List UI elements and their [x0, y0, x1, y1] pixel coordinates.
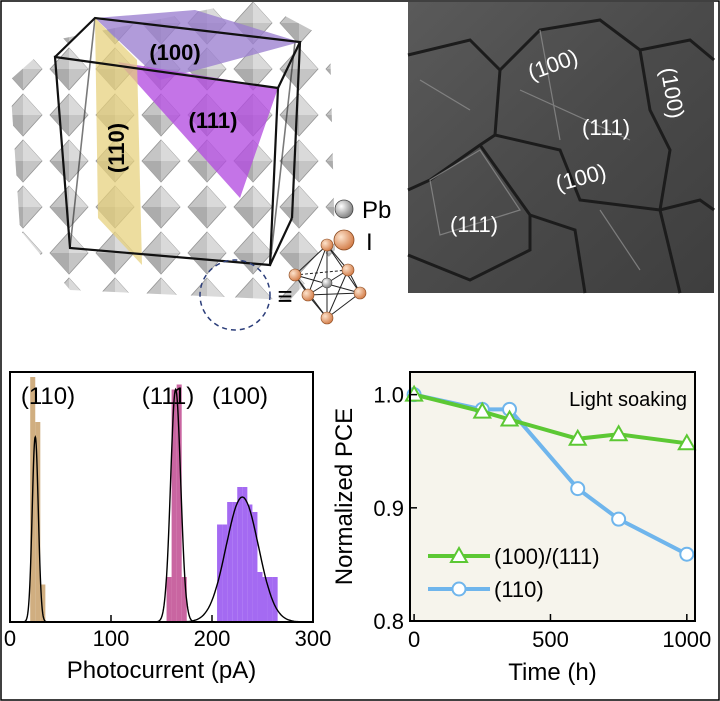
facet-110-label: (110) — [104, 123, 129, 173]
line-x-tick-label-2: 1000 — [662, 627, 711, 652]
octahedra-lattice — [10, 0, 335, 300]
legend-label-0: (100)/(111) — [494, 544, 600, 569]
facet-110-plane — [95, 18, 142, 265]
histogram-bar-2-8 — [257, 572, 263, 622]
line-axes-frame — [409, 371, 696, 622]
photocurrent-histogram-panel: 0 100 200 300 (110) (111) (100) Photocurrent … — [4, 371, 331, 684]
pce-line-chart-panel: 0 500 1000 0.8 0.9 1.0 Time (h) Normalized P… — [331, 371, 711, 686]
histogram-bar-2-7 — [252, 512, 258, 622]
light-soaking-annotation: Light soaking — [569, 389, 687, 411]
line-y-axis-label: Normalized PCE — [331, 408, 358, 585]
octahedron-callout-circle — [199, 259, 271, 331]
legend-marker-1 — [451, 581, 467, 597]
sem-image-panel: (100) (111) (100) (100) (111) — [407, 2, 715, 294]
histogram-bar-1-1 — [171, 389, 177, 622]
line-legend: (100)/(111) (110) — [428, 544, 600, 602]
line-x-ticks: 0 500 1000 — [408, 614, 711, 652]
octahedron-model — [288, 238, 367, 325]
histogram-tick-label-2: 200 — [194, 626, 231, 651]
histogram-bar-2-9 — [262, 577, 268, 622]
facet-100-plane — [95, 10, 300, 80]
histogram-bar-1-2 — [176, 384, 182, 622]
histogram-bar-0-2 — [40, 584, 46, 622]
histogram-bar-2-11 — [272, 577, 278, 622]
histogram-tick-label-3: 300 — [295, 626, 332, 651]
series-1-point-3 — [570, 481, 586, 497]
histogram-annotation-0: (110) — [21, 383, 75, 410]
equivalence-symbol: ≡ — [277, 281, 292, 311]
histogram-bar-2-6 — [247, 504, 253, 622]
grain-ridges — [419, 29, 641, 271]
histogram-bar-2-2 — [227, 502, 233, 622]
histogram-bar-2-3 — [232, 502, 238, 622]
series-0-point-1 — [472, 401, 492, 419]
cube-right-edge — [290, 41, 302, 219]
legend-i-label: I — [366, 229, 373, 256]
legend-label-1: (110) — [494, 577, 544, 602]
histogram-x-ticks: 0 100 200 300 — [4, 615, 331, 651]
facet-111-plane — [118, 62, 278, 198]
series-0-point-2 — [499, 409, 520, 427]
line-series-group — [404, 384, 697, 562]
line-y-tick-label-2: 1.0 — [373, 383, 404, 408]
line-plot-background — [410, 372, 695, 621]
i-atom-icon — [333, 229, 355, 251]
histogram-annotation-2: (100) — [212, 383, 268, 410]
line-y-ticks: 0.8 0.9 1.0 — [373, 383, 417, 634]
sem-label-111-b: (111) — [450, 212, 498, 237]
gaussian-fit-2 — [177, 496, 306, 623]
facet-100-label: (100) — [149, 40, 200, 65]
series-0-point-5 — [677, 433, 697, 451]
histogram-tick-label-1: 100 — [93, 626, 130, 651]
crystal-structure-panel: (100) (111) (110) ≡ — [10, 0, 391, 331]
histogram-bar-0-1 — [35, 422, 41, 622]
series-line-0 — [413, 392, 688, 446]
pb-atom-icon — [334, 199, 354, 219]
histogram-bar-1-3 — [181, 577, 187, 622]
histogram-bar-2-1 — [222, 524, 228, 622]
legend-marker-0 — [449, 545, 469, 563]
histogram-axes-frame — [9, 371, 314, 623]
histogram-bar-1-0 — [166, 577, 172, 622]
histogram-bar-2-4 — [237, 487, 243, 622]
sem-background — [408, 2, 714, 293]
line-y-tick-label-1: 0.9 — [373, 496, 404, 521]
cube-top-edges — [54, 16, 302, 89]
series-0-point-3 — [568, 428, 588, 446]
line-y-tick-label-0: 0.8 — [373, 609, 404, 634]
histogram-x-axis-label: Photocurrent (pA) — [67, 657, 256, 684]
histogram-bar-2-5 — [242, 487, 248, 622]
histogram-tick-label-0: 0 — [4, 626, 16, 651]
sem-label-111-a: (111) — [582, 115, 630, 140]
legend-pb-label: Pb — [362, 197, 391, 224]
histogram-bars — [30, 377, 278, 622]
histogram-annotations: (110) (111) (100) — [21, 383, 268, 410]
gaussian-fit-1 — [155, 387, 196, 623]
gaussian-fit-0 — [23, 435, 48, 623]
series-1-point-5 — [679, 546, 695, 562]
cube-right-bottom-edge — [269, 217, 293, 266]
line-x-axis-label: Time (h) — [508, 659, 596, 686]
histogram-bar-2-10 — [267, 577, 273, 622]
histogram-annotation-1: (111) — [142, 383, 194, 410]
series-1-point-4 — [611, 511, 627, 527]
line-x-tick-label-1: 500 — [532, 627, 569, 652]
gaussian-fits — [23, 387, 306, 623]
series-0-point-4 — [608, 424, 629, 442]
grain-boundaries — [407, 18, 715, 294]
line-x-tick-label-0: 0 — [408, 627, 420, 652]
facet-111-label: (111) — [189, 108, 238, 133]
